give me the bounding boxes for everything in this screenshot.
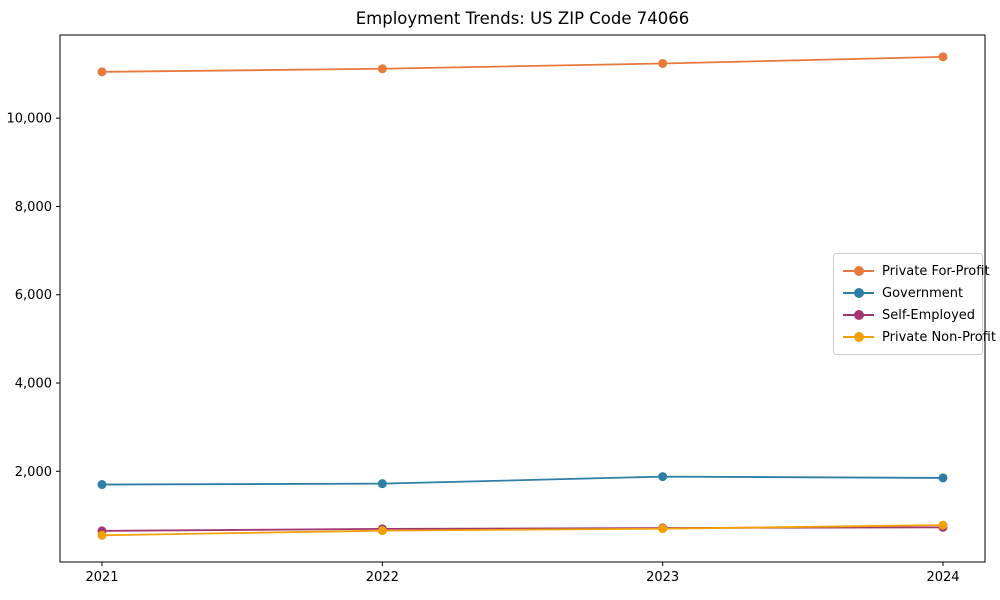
data-point: [377, 479, 387, 489]
y-tick-label: 4,000: [15, 377, 52, 392]
legend-dot: [854, 310, 864, 320]
x-tick-label: 2024: [926, 570, 959, 585]
data-point: [377, 64, 387, 74]
data-point: [658, 524, 668, 534]
series-line-private-non-profit: [101, 524, 944, 537]
y-tick-label: 10,000: [7, 112, 53, 127]
data-point: [658, 472, 668, 482]
chart-title: Employment Trends: US ZIP Code 74066: [355, 9, 690, 28]
legend-label: Government: [882, 285, 964, 301]
legend: Private For-Profit Government Self-Employe…: [833, 253, 996, 355]
legend-dot: [854, 288, 864, 298]
legend-marker-icon: [843, 332, 874, 342]
plot-border: [59, 34, 986, 563]
legend-marker-icon: [843, 288, 874, 298]
data-point: [97, 67, 107, 77]
data-point: [938, 52, 948, 62]
data-point: [938, 520, 948, 530]
data-point: [97, 530, 107, 540]
legend-dot: [854, 332, 864, 342]
data-point: [97, 480, 107, 490]
legend-marker-icon: [843, 266, 874, 276]
data-point: [377, 526, 387, 536]
legend-label: Private Non-Profit: [882, 329, 996, 345]
x-tick-label: 2023: [646, 570, 679, 585]
y-tick-label: 6,000: [15, 288, 52, 303]
legend-marker-icon: [843, 310, 874, 320]
series-line-private-for-profit: [101, 55, 944, 73]
legend-label: Private For-Profit: [882, 263, 990, 279]
y-tick-label: 2,000: [15, 465, 52, 480]
legend-item: Government: [843, 282, 974, 304]
legend-label: Self-Employed: [882, 307, 976, 323]
legend-item: Private For-Profit: [843, 260, 990, 282]
legend-dot: [854, 266, 864, 276]
legend-item: Private Non-Profit: [843, 326, 996, 348]
x-tick-label: 2022: [366, 570, 399, 585]
y-tick-label: 8,000: [15, 200, 52, 215]
series-line-government: [101, 475, 944, 486]
legend-item: Self-Employed: [843, 304, 976, 326]
x-tick-label: 2021: [85, 570, 118, 585]
data-point: [938, 473, 948, 483]
data-point: [658, 58, 668, 68]
